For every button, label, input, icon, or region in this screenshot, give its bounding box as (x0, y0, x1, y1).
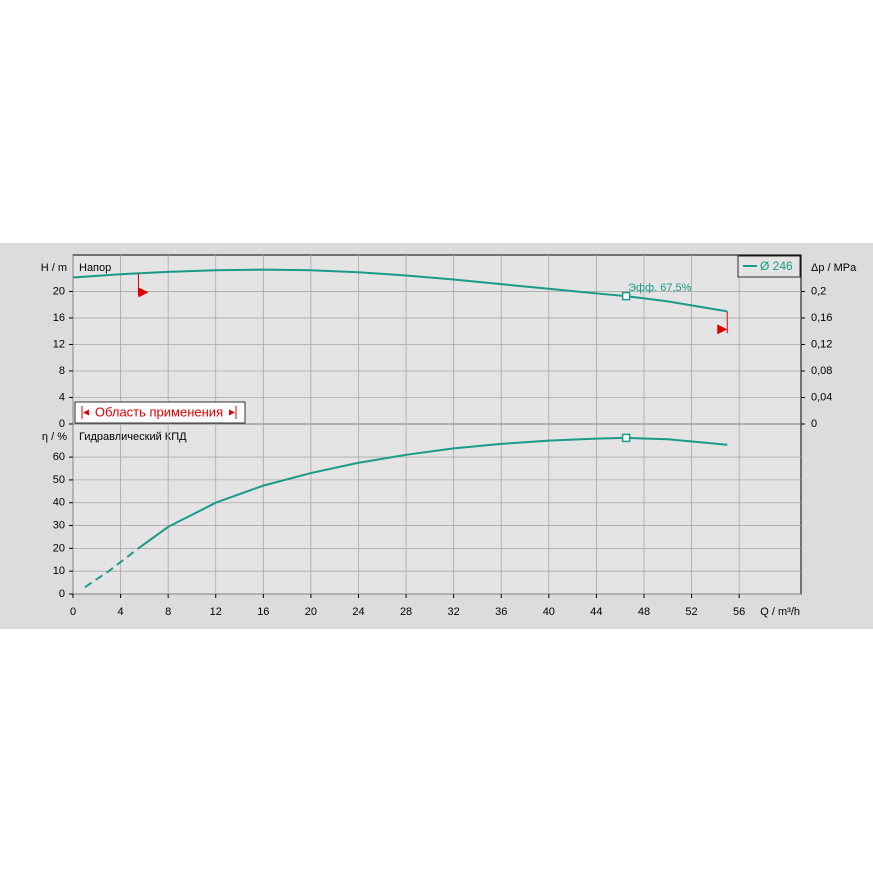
panel-label: Гидравлический КПД (79, 431, 187, 443)
x-tick-label: 4 (118, 606, 124, 618)
y-tick-label: 20 (53, 542, 65, 554)
x-tick-label: 12 (210, 606, 222, 618)
x-tick-label: 8 (165, 606, 171, 618)
x-tick-label: 28 (400, 606, 412, 618)
y2-tick-label: 0,04 (811, 391, 832, 403)
x-tick-label: 52 (685, 606, 697, 618)
y2-tick-label: 0,16 (811, 312, 832, 324)
curve (137, 436, 728, 550)
y-axis-label: η / % (42, 431, 67, 443)
x-tick-label: 44 (590, 606, 602, 618)
y2-tick-label: 0 (811, 418, 817, 430)
y-tick-label: 30 (53, 519, 65, 531)
x-tick-label: 56 (733, 606, 745, 618)
x-tick-label: 20 (305, 606, 317, 618)
range-box (74, 401, 246, 424)
y-tick-label: 50 (53, 474, 65, 486)
y-tick-label: 10 (53, 565, 65, 577)
x-tick-label: 36 (495, 606, 507, 618)
range-box-arrow (229, 409, 235, 416)
y-tick-label: 8 (59, 365, 65, 377)
y-tick-label: 0 (59, 588, 65, 600)
y-tick-label: 40 (53, 497, 65, 509)
legend-label: Ø 246 (760, 259, 793, 273)
x-tick-label: 40 (543, 606, 555, 618)
curve (72, 268, 728, 313)
range-max-arrow (717, 324, 728, 335)
y2-tick-label: 0,12 (811, 338, 832, 350)
duty-point (621, 291, 631, 301)
x-axis-label: Q / m³/h (760, 606, 800, 618)
x-tick-label: 32 (448, 606, 460, 618)
y2-tick-label: 0,2 (811, 285, 826, 297)
y-tick-label: 4 (59, 391, 65, 403)
y-tick-label: 16 (53, 312, 65, 324)
y-axis-label: H / m (41, 262, 67, 274)
legend-box (737, 255, 801, 278)
range-label: Область применения (95, 404, 223, 419)
y2-tick-label: 0,08 (811, 365, 832, 377)
duty-label: Эфф. 67,5% (628, 282, 692, 294)
panel-label: Напор (79, 262, 111, 274)
x-tick-label: 0 (70, 606, 76, 618)
y-tick-label: 20 (53, 285, 65, 297)
duty-point (621, 433, 631, 443)
x-tick-label: 48 (638, 606, 650, 618)
range-box-arrow (83, 409, 89, 416)
range-min-arrow (138, 287, 149, 298)
x-tick-label: 24 (352, 606, 364, 618)
y2-axis-label: Δp / MPa (811, 262, 857, 274)
y-tick-label: 60 (53, 451, 65, 463)
y-tick-label: 12 (53, 338, 65, 350)
curve (84, 547, 140, 588)
x-tick-label: 16 (257, 606, 269, 618)
y-tick-label: 0 (59, 418, 65, 430)
